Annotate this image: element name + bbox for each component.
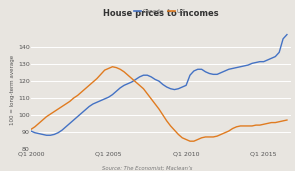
Title: House prices to incomes: House prices to incomes xyxy=(103,9,219,18)
U.S. xyxy=(60,106,64,108)
U.S. xyxy=(111,66,114,68)
U.S. xyxy=(49,113,52,115)
Canada xyxy=(29,130,33,132)
Y-axis label: 100 = long-term average: 100 = long-term average xyxy=(10,55,15,125)
Canada xyxy=(227,68,231,70)
U.S. xyxy=(138,84,141,86)
U.S. xyxy=(231,127,235,129)
Canada xyxy=(45,134,48,136)
U.S. xyxy=(150,98,153,100)
Canada xyxy=(285,34,289,36)
Canada xyxy=(138,76,141,78)
Canada xyxy=(64,126,68,128)
Canada xyxy=(150,76,153,78)
Line: Canada: Canada xyxy=(31,35,287,135)
Canada xyxy=(72,119,76,121)
U.S. xyxy=(188,140,192,142)
U.S. xyxy=(29,128,33,130)
U.S. xyxy=(285,119,289,121)
Legend: Canada, U.S.: Canada, U.S. xyxy=(132,7,190,17)
Canada xyxy=(270,57,273,59)
Line: U.S.: U.S. xyxy=(31,67,287,141)
U.S. xyxy=(270,122,273,124)
Text: Source: The Economist; Maclean’s: Source: The Economist; Maclean’s xyxy=(102,166,193,171)
